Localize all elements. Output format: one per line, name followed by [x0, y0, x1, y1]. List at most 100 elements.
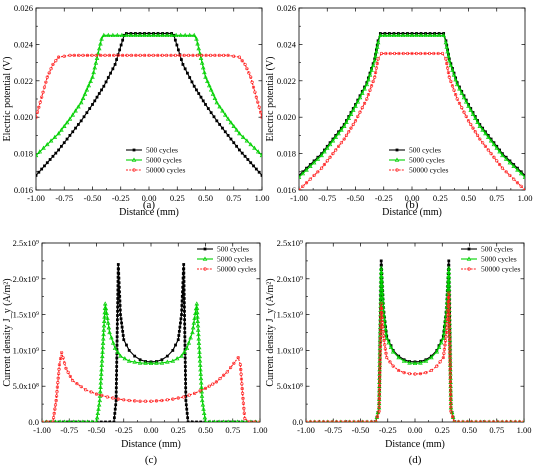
data-point — [446, 71, 451, 75]
data-point — [191, 320, 197, 325]
data-point — [378, 366, 382, 370]
data-point — [194, 310, 200, 315]
data-point — [451, 72, 457, 77]
data-point — [36, 110, 40, 114]
legend-marker — [394, 157, 400, 162]
data-point — [41, 90, 45, 94]
data-point — [260, 174, 262, 177]
data-point — [449, 401, 453, 405]
data-point — [448, 367, 452, 371]
data-point — [344, 133, 349, 137]
data-point — [504, 420, 509, 422]
data-point — [237, 131, 242, 136]
data-point — [444, 335, 448, 339]
data-point — [418, 372, 423, 376]
data-point — [178, 325, 182, 329]
data-point — [438, 340, 444, 345]
data-point — [448, 371, 452, 375]
data-point — [143, 360, 148, 365]
data-point — [362, 86, 367, 91]
data-point — [454, 81, 460, 87]
y-tick-label: 2.0x10⁹ — [13, 274, 39, 284]
data-point — [64, 366, 68, 370]
data-point — [187, 32, 192, 37]
data-point — [98, 380, 104, 385]
data-point — [42, 420, 44, 422]
data-point — [210, 91, 216, 96]
data-point — [101, 318, 107, 324]
data-point — [183, 318, 186, 322]
data-point — [182, 395, 186, 399]
data-point — [82, 420, 86, 422]
data-point — [308, 177, 312, 181]
x-tick-label: -1.00 — [290, 193, 308, 203]
data-point — [368, 88, 372, 92]
data-point — [138, 358, 142, 362]
data-point — [406, 51, 410, 56]
data-point — [45, 141, 50, 147]
data-point — [66, 370, 70, 374]
data-point — [169, 53, 173, 57]
data-point — [378, 379, 382, 383]
data-point — [176, 338, 180, 342]
data-point — [95, 410, 101, 416]
data-point — [55, 385, 59, 389]
data-point — [446, 282, 452, 287]
data-point — [127, 349, 131, 352]
data-point — [116, 318, 119, 322]
data-point — [492, 420, 495, 422]
data-point — [101, 323, 107, 328]
data-point — [503, 156, 509, 161]
data-point — [378, 295, 384, 300]
data-point — [328, 155, 332, 159]
data-point — [385, 355, 389, 360]
data-point — [380, 287, 385, 292]
data-point — [128, 32, 134, 37]
data-point — [98, 371, 104, 376]
data-point — [448, 384, 453, 388]
data-point — [160, 32, 165, 37]
data-point — [311, 160, 317, 165]
data-point — [450, 67, 455, 72]
data-point — [217, 419, 221, 422]
data-point — [448, 363, 452, 367]
data-point — [379, 282, 385, 287]
data-point — [186, 340, 192, 345]
data-point — [98, 41, 103, 46]
data-point — [190, 329, 195, 335]
data-point — [209, 111, 213, 115]
data-point — [151, 32, 156, 37]
data-point — [120, 325, 124, 329]
x-tick-label: -0.75 — [60, 425, 78, 435]
data-point — [326, 420, 330, 422]
y-tick-label: 0.0 — [28, 417, 39, 427]
data-point — [378, 358, 382, 362]
data-point — [432, 51, 436, 56]
data-point — [70, 378, 75, 383]
data-point — [116, 263, 120, 266]
data-point — [423, 51, 427, 56]
data-point — [125, 53, 129, 57]
series-line-2 — [299, 34, 525, 178]
data-point — [55, 389, 59, 394]
data-point — [336, 144, 341, 148]
data-point — [504, 170, 508, 174]
data-point — [457, 420, 460, 422]
data-point — [226, 419, 230, 422]
data-point — [220, 420, 224, 422]
data-point — [100, 336, 106, 341]
data-point — [106, 325, 112, 330]
x-axis-label: Distance (mm) — [119, 207, 179, 218]
data-point — [194, 36, 199, 41]
data-point — [365, 420, 369, 422]
data-point — [327, 141, 333, 147]
data-point — [68, 374, 72, 379]
data-point — [173, 38, 177, 42]
data-point — [99, 36, 104, 41]
data-point — [445, 49, 450, 54]
data-point — [171, 349, 175, 352]
data-point — [182, 275, 186, 279]
data-point — [190, 80, 194, 84]
y-axis-label: Electric potential (V) — [265, 57, 276, 142]
